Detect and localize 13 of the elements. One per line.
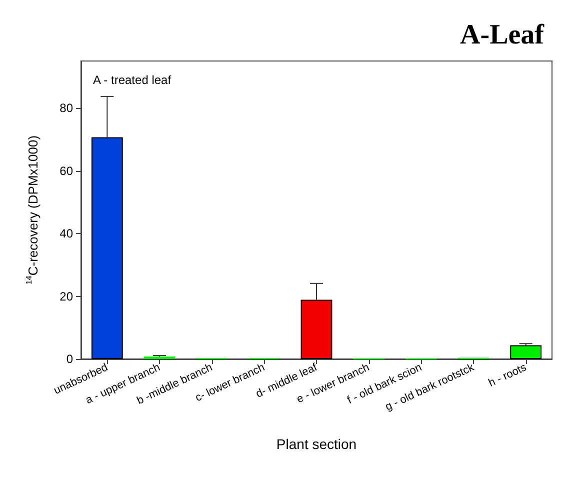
bar — [91, 137, 123, 359]
y-tick-label: 0 — [66, 352, 74, 366]
y-tick-label: 20 — [60, 289, 74, 304]
bar — [510, 345, 542, 359]
x-tick-label: h - roots — [486, 361, 529, 390]
y-tick-label: 40 — [60, 226, 74, 241]
annotation: A - treated leaf — [93, 73, 172, 87]
y-tick-label: 80 — [60, 101, 74, 116]
bar — [300, 300, 332, 359]
y-tick-label: 60 — [60, 164, 74, 178]
x-axis-title: Plant section — [276, 436, 357, 452]
chart-title: A-Leaf — [460, 20, 545, 50]
y-axis-title: 14C-recovery (DPMx1000) — [24, 135, 40, 285]
